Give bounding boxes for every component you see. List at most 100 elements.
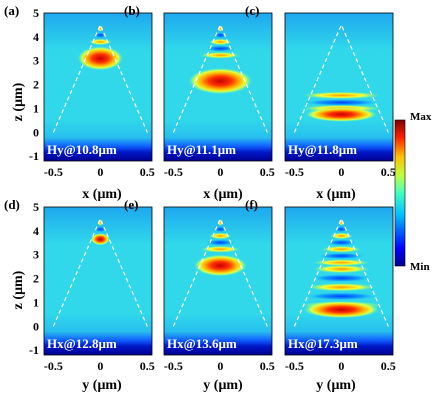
h-tick-label: -0.5 (164, 165, 183, 179)
field-lobe (317, 252, 366, 260)
panel-b: (b) Hy@11.1μm -0.5 0 0.5 (124, 3, 275, 179)
field-annotation: Hy@11.8μm (288, 142, 357, 157)
field-map (285, 207, 393, 355)
field-annotation: Hx@13.6μm (167, 336, 237, 351)
panel-label: (f) (245, 197, 258, 212)
h-tick-label: 0.5 (381, 165, 396, 179)
z-tick-label: 0 (33, 125, 39, 139)
h-tick-label: 0 (338, 359, 344, 373)
z-tick-label: 2 (33, 272, 39, 286)
panel-frame (43, 12, 153, 162)
panel-frame (284, 206, 394, 356)
h-tick-label: -0.5 (285, 165, 304, 179)
field-lobe (325, 239, 357, 246)
field-lobe (200, 52, 241, 59)
h-tick-label: 0 (97, 165, 103, 179)
z-tick-label: -1 (29, 149, 39, 163)
h-tick-label: 0.5 (140, 359, 155, 373)
z-axis-row1: z (μm) (11, 82, 26, 121)
field-map (164, 13, 272, 161)
panel-label: (e) (124, 197, 138, 212)
field-annotation: Hx@17.3μm (288, 336, 358, 351)
field-annotation: Hy@10.8μm (47, 142, 117, 157)
field-lobe (321, 246, 362, 253)
field-lobe (204, 239, 236, 246)
field-band (301, 91, 381, 99)
field-hotspot (305, 107, 378, 122)
field-band (310, 274, 373, 283)
z-tick-label: 2 (33, 78, 39, 92)
field-hotspot (194, 254, 247, 277)
h-tick-label: -0.5 (285, 359, 304, 373)
x-axis-label: x (μm) (203, 187, 243, 202)
field-lobe (200, 246, 241, 253)
z-tick-label: 4 (33, 224, 39, 238)
colorbar-gradient (394, 119, 406, 267)
y-axis-label: y (μm) (82, 378, 122, 393)
colorbar: Max Min (394, 111, 432, 273)
h-tick-label: 0 (217, 165, 223, 179)
panel-c: (c) Hy@11.8μm -0.5 0 0.5 (245, 3, 396, 179)
panel-frame (163, 12, 273, 162)
h-tick-label: 0.5 (140, 165, 155, 179)
z-axis-row2: z (μm) (11, 270, 26, 309)
field-background (285, 13, 393, 161)
field-lobe (204, 45, 236, 52)
z-tick-label: 1 (33, 295, 39, 309)
panel-a: (a) Hy@10.8μm 5 4 3 2 1 0 -1 -0.5 0 0.5 (4, 3, 155, 179)
h-tick-label: -0.5 (164, 359, 183, 373)
z-tick-label: 3 (33, 248, 39, 262)
h-tick-label: -0.5 (44, 359, 63, 373)
y-axis-label: y (μm) (203, 378, 243, 393)
z-axis-label: z (μm) (11, 82, 26, 121)
field-lobe (89, 38, 112, 46)
z-tick-label: 5 (33, 6, 39, 20)
field-annotation: Hy@11.1μm (167, 142, 236, 157)
panel-label: (a) (4, 3, 19, 18)
field-band (307, 283, 376, 292)
z-axis-label: z (μm) (11, 270, 26, 309)
field-annotation: Hx@12.8μm (47, 336, 117, 351)
h-tick-label: -0.5 (44, 165, 63, 179)
z-tick-label: 0 (33, 319, 39, 333)
panel-label: (d) (4, 197, 20, 212)
panel-f: (f) Hx@17.3μm -0.5 0 0.5 (245, 197, 396, 373)
h-tick-label: 0.5 (260, 359, 275, 373)
h-tick-label: 0 (217, 359, 223, 373)
field-lobe (209, 232, 232, 240)
h-tick-label: 0 (338, 165, 344, 179)
panel-label: (c) (245, 3, 259, 18)
panel-frame (163, 206, 273, 356)
field-band (313, 265, 370, 274)
h-tick-label: 0 (97, 359, 103, 373)
field-band (304, 292, 379, 301)
y-axis-label: y (μm) (316, 378, 356, 393)
colorbar-max-label: Max (410, 111, 432, 123)
field-map (164, 207, 272, 355)
field-map (285, 13, 393, 161)
z-tick-label: 5 (33, 200, 39, 214)
h-tick-label: 0.5 (381, 359, 396, 373)
field-lobe (209, 38, 232, 46)
field-hotspot (77, 46, 123, 71)
colorbar-min-label: Min (410, 261, 430, 273)
panel-label: (b) (124, 3, 140, 18)
z-tick-label: 1 (33, 101, 39, 115)
field-hotspot (90, 233, 110, 246)
field-hotspot (303, 301, 379, 319)
h-tick-label: 0.5 (260, 165, 275, 179)
field-lobe (330, 232, 353, 240)
field-band (301, 99, 381, 107)
panel-frame (284, 12, 394, 162)
x-axis-label: x (μm) (316, 187, 356, 202)
z-tick-label: 3 (33, 54, 39, 68)
field-map (44, 207, 152, 355)
panel-grid: (a) Hy@10.8μm 5 4 3 2 1 0 -1 -0.5 0 0.5 (b) Hy@11.1μm… (4, 3, 396, 373)
field-map (44, 13, 152, 161)
panel-e: (e) Hx@13.6μm -0.5 0 0.5 (124, 197, 275, 373)
z-tick-label: -1 (29, 343, 39, 357)
x-axis-label: x (μm) (82, 187, 122, 202)
panel-frame (43, 206, 153, 356)
panel-d: (d) Hx@12.8μm 5 4 3 2 1 0 -1 -0.5 0 0.5 (4, 197, 155, 373)
